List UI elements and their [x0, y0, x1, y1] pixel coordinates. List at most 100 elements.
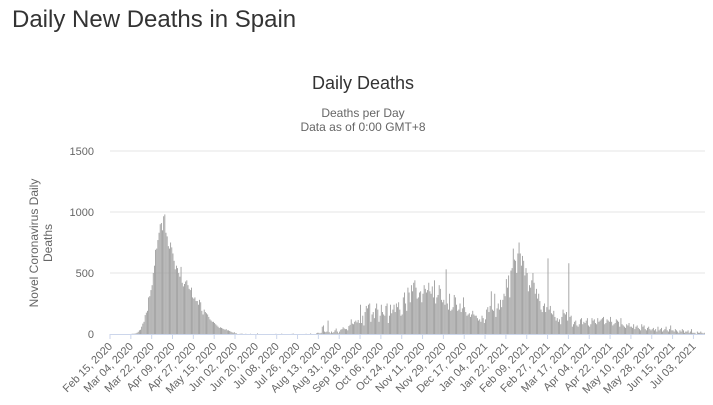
bar	[219, 327, 221, 334]
bar	[257, 333, 258, 334]
bar	[656, 331, 658, 334]
bar	[625, 327, 626, 334]
bar	[508, 275, 510, 334]
bar	[692, 332, 694, 334]
bar	[578, 324, 580, 334]
bar	[157, 240, 159, 334]
bar	[174, 269, 176, 334]
bar	[530, 287, 532, 334]
bar	[547, 258, 549, 334]
bar	[630, 326, 632, 334]
bar	[486, 309, 488, 334]
bar	[551, 313, 552, 334]
bar	[135, 333, 137, 334]
bar	[236, 333, 238, 334]
bar	[666, 330, 668, 334]
bar	[192, 297, 194, 334]
y-axis-title-line-2: Deaths	[41, 224, 55, 262]
bar	[209, 319, 211, 334]
bar	[184, 283, 185, 334]
bar	[474, 315, 476, 334]
bar	[153, 265, 155, 334]
bar	[641, 324, 643, 334]
bar	[687, 330, 689, 334]
bar	[343, 328, 345, 334]
bar	[693, 332, 695, 334]
bar	[592, 320, 594, 334]
bar	[186, 280, 188, 334]
bar	[473, 314, 475, 334]
bar	[679, 330, 681, 334]
bar	[438, 285, 440, 334]
bar	[669, 329, 670, 334]
bar	[595, 323, 596, 334]
bar	[672, 330, 674, 334]
bar	[610, 316, 611, 334]
bar	[156, 248, 158, 334]
bar	[391, 313, 393, 334]
bar	[548, 309, 550, 334]
bar	[203, 309, 205, 334]
bar	[667, 331, 669, 334]
bar	[427, 290, 429, 334]
bar	[483, 323, 485, 334]
bar	[574, 321, 576, 334]
bar	[218, 327, 220, 334]
bar	[689, 331, 691, 334]
bar	[629, 326, 631, 334]
bar	[355, 320, 357, 334]
bar	[642, 326, 644, 334]
bar	[410, 285, 412, 334]
bar	[617, 320, 618, 334]
bar	[394, 312, 396, 334]
bar	[223, 329, 225, 334]
bar	[465, 312, 467, 334]
bar	[662, 331, 664, 334]
bar	[600, 319, 602, 334]
bar	[318, 332, 320, 334]
bar	[393, 304, 395, 334]
bar	[149, 296, 151, 334]
bar	[478, 320, 479, 334]
bar	[504, 296, 506, 334]
chart-subtitle-line-1: Deaths per Day	[321, 106, 404, 120]
bar	[593, 319, 595, 334]
bar	[634, 329, 636, 334]
bar	[611, 321, 613, 334]
bar	[538, 293, 540, 334]
bar	[204, 312, 206, 334]
bar	[648, 326, 650, 334]
bar	[331, 331, 332, 334]
bar	[191, 287, 192, 334]
bar	[633, 324, 635, 334]
bar	[566, 312, 567, 334]
bar	[670, 325, 672, 334]
bar	[143, 321, 145, 334]
y-tick-label: 500	[76, 268, 94, 280]
bar	[362, 315, 364, 334]
bar	[201, 310, 203, 334]
bar	[386, 303, 388, 334]
bar	[439, 288, 441, 334]
bar	[164, 214, 166, 334]
bar	[527, 291, 529, 334]
bar	[443, 299, 445, 334]
bar	[401, 314, 403, 334]
bar	[472, 310, 474, 334]
bar	[464, 307, 466, 334]
bar	[399, 309, 401, 334]
bar	[197, 304, 199, 334]
bar	[674, 329, 676, 334]
bar	[644, 329, 646, 334]
bar	[628, 323, 630, 334]
bar	[215, 324, 217, 334]
bar	[147, 310, 148, 334]
bar	[481, 315, 483, 334]
bar	[507, 287, 508, 334]
bar	[350, 319, 352, 334]
bar	[560, 324, 562, 334]
bar	[412, 291, 413, 334]
bar	[494, 293, 496, 334]
bar	[637, 327, 639, 334]
